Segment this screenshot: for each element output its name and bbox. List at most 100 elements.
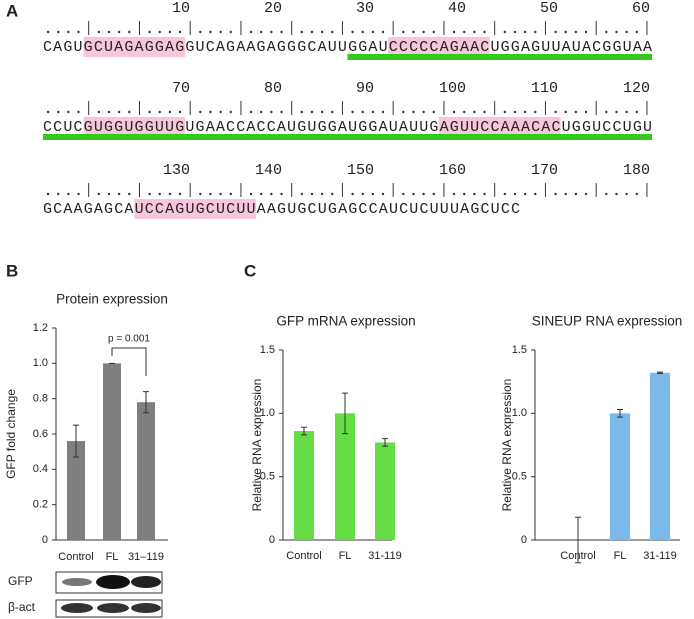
ruler-dot bbox=[168, 110, 172, 114]
ruler-dot bbox=[351, 110, 354, 114]
ruler-dot bbox=[523, 30, 527, 34]
ruler-dot bbox=[280, 192, 283, 196]
ruler-dot bbox=[97, 30, 101, 34]
ruler-dot bbox=[229, 110, 232, 114]
ruler-dot bbox=[534, 192, 537, 196]
ruler-dot bbox=[351, 192, 354, 196]
ruler-dot bbox=[260, 192, 263, 196]
ruler-dot bbox=[320, 192, 324, 196]
ruler-dot bbox=[57, 110, 60, 114]
ruler-dot bbox=[229, 192, 232, 196]
y-tick-label: 0 bbox=[521, 534, 527, 546]
ruler-dot bbox=[605, 30, 608, 34]
ruler-dot bbox=[209, 30, 212, 34]
ruler-dot bbox=[249, 110, 253, 114]
ruler-dot bbox=[503, 192, 507, 196]
bar bbox=[294, 431, 314, 540]
ruler-dot bbox=[57, 30, 60, 34]
ruler-dot bbox=[463, 192, 466, 196]
bar bbox=[375, 442, 395, 540]
ruler-dot bbox=[209, 110, 212, 114]
ruler-dot bbox=[402, 110, 405, 114]
y-tick-label: 1.5 bbox=[260, 344, 275, 356]
ruler-dot bbox=[260, 110, 263, 114]
y-tick-label: 0.6 bbox=[33, 428, 48, 440]
ruler-dot bbox=[117, 110, 121, 114]
ruler-dot bbox=[260, 30, 263, 34]
ruler-dot bbox=[168, 192, 172, 196]
bar bbox=[67, 441, 85, 540]
ruler-dot bbox=[158, 110, 161, 114]
ruler-dot bbox=[300, 30, 304, 34]
y-tick-label: 1.5 bbox=[512, 344, 527, 356]
ruler-dot bbox=[371, 110, 375, 114]
ruler-dot bbox=[574, 192, 578, 196]
ruler-number: 90 bbox=[356, 80, 374, 97]
ruler-dot bbox=[270, 30, 273, 34]
ruler-dot bbox=[381, 110, 385, 114]
ruler-dot bbox=[381, 192, 385, 196]
ruler-dot bbox=[584, 30, 588, 34]
y-tick-label: 0.8 bbox=[33, 393, 48, 405]
western-blot bbox=[55, 571, 163, 618]
ruler-number: 180 bbox=[623, 162, 650, 179]
ruler-dot bbox=[46, 192, 50, 196]
ruler-dot bbox=[107, 192, 111, 196]
bar bbox=[335, 413, 355, 540]
ruler-dot bbox=[270, 192, 273, 196]
ruler-dot bbox=[473, 110, 476, 114]
ruler-dot bbox=[107, 30, 111, 34]
ruler-dot bbox=[564, 110, 567, 114]
chart-title: GFP mRNA expression bbox=[276, 314, 415, 329]
ruler-dot bbox=[513, 192, 517, 196]
sequence-line: CCUCGUGGUGGUUGUGAACCACCAUGUGGAUGGAUAUUGA… bbox=[43, 119, 652, 136]
ruler-dot bbox=[331, 192, 334, 196]
ruler-dot bbox=[77, 192, 80, 196]
y-tick-label: 0 bbox=[269, 534, 275, 546]
ruler-dot bbox=[605, 110, 608, 114]
y-tick-label: 0.5 bbox=[512, 471, 527, 483]
blot-label: GFP bbox=[8, 574, 33, 588]
highlight bbox=[388, 37, 490, 57]
ruler-dot bbox=[331, 110, 334, 114]
ruler-dot bbox=[432, 192, 435, 196]
ruler-dot bbox=[432, 30, 435, 34]
ruler-dot bbox=[412, 110, 415, 114]
ruler-dot bbox=[46, 110, 50, 114]
y-tick-label: 0.5 bbox=[260, 471, 275, 483]
ruler-dot bbox=[249, 192, 253, 196]
ruler-dot bbox=[584, 192, 588, 196]
ruler-dot bbox=[270, 110, 273, 114]
ruler-dot bbox=[625, 30, 628, 34]
ruler-dot bbox=[300, 110, 304, 114]
ruler-number: 80 bbox=[264, 80, 282, 97]
ruler-dot bbox=[523, 110, 527, 114]
ruler-dot bbox=[564, 30, 567, 34]
ruler-dot bbox=[534, 110, 537, 114]
error-bar bbox=[143, 391, 149, 414]
error-bar bbox=[382, 438, 388, 447]
ruler-dot bbox=[77, 30, 80, 34]
ruler-dot bbox=[635, 192, 638, 196]
ruler-number: 170 bbox=[531, 162, 558, 179]
x-tick-label: FL bbox=[614, 550, 627, 562]
ruler-dot bbox=[615, 110, 618, 114]
y-tick-label: 0.2 bbox=[33, 499, 48, 511]
underline bbox=[347, 54, 652, 60]
ruler-dot bbox=[168, 30, 172, 34]
ruler-dot bbox=[148, 192, 151, 196]
highlight bbox=[83, 37, 186, 57]
ruler-dot bbox=[473, 30, 476, 34]
error-bar bbox=[301, 426, 307, 436]
bar bbox=[137, 402, 155, 540]
ruler-dot bbox=[554, 192, 557, 196]
ruler-dot bbox=[361, 192, 364, 196]
y-tick-label: 1.0 bbox=[33, 357, 48, 369]
ruler-dot bbox=[371, 30, 375, 34]
ruler-dot bbox=[178, 30, 182, 34]
ruler-dot bbox=[67, 30, 70, 34]
ruler-dot bbox=[219, 110, 222, 114]
ruler-dot bbox=[107, 110, 111, 114]
ruler-dot bbox=[280, 30, 283, 34]
ruler-dot bbox=[310, 30, 314, 34]
